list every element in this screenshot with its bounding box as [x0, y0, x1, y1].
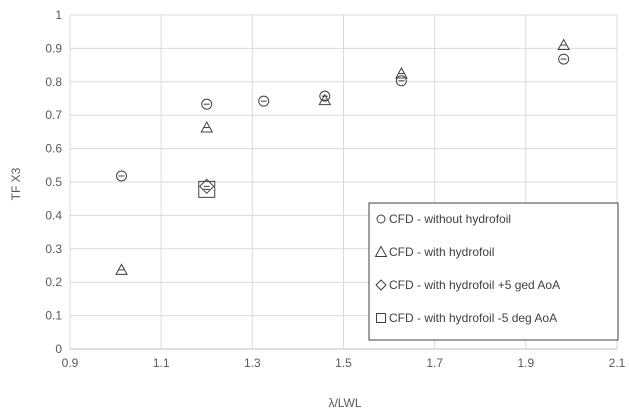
legend-marker-triangle	[374, 245, 388, 257]
legend-marker-circle	[376, 214, 386, 224]
data-point-square	[198, 180, 216, 198]
y-tick-label: 1	[55, 8, 62, 22]
y-tick-label: 0.6	[45, 142, 62, 156]
gridlines	[69, 14, 618, 350]
x-tick-label: 1.5	[335, 356, 352, 370]
legend: CFD - without hydrofoil CFD - with hydrof…	[368, 202, 619, 341]
data-point-circle	[258, 95, 270, 107]
data-point-circle	[558, 53, 570, 65]
series-triangle	[115, 38, 571, 275]
x-tick-label: 1.3	[244, 356, 261, 370]
legend-marker-diamond	[375, 279, 387, 291]
legend-label: CFD - with hydrofoil +5 ged AoA	[389, 278, 560, 292]
data-point-circle	[319, 90, 331, 102]
legend-marker-square	[376, 313, 386, 323]
data-point-circle	[116, 170, 128, 182]
data-point-circle	[201, 98, 213, 110]
x-tick-label: 1.9	[517, 356, 534, 370]
series-square	[198, 180, 216, 198]
y-tick-label: 0	[55, 342, 62, 356]
legend-label: CFD - without hydrofoil	[389, 212, 511, 226]
y-tick-labels: 0 0.1 0.2 0.3 0.4 0.5 0.6 0.7 0.8 0.9 1	[45, 8, 62, 356]
legend-label: CFD - with hydrofoil -5 deg AoA	[389, 311, 557, 325]
x-tick-label: 2.1	[609, 356, 626, 370]
y-tick-label: 0.9	[45, 41, 62, 55]
legend-box	[368, 202, 619, 341]
y-tick-label: 0.2	[45, 275, 62, 289]
y-axis-title: TF X3	[9, 167, 23, 200]
data-point-circle	[395, 75, 407, 87]
series-circle	[116, 53, 570, 182]
y-tick-label: 0.4	[45, 208, 62, 222]
x-tick-label: 1.1	[153, 356, 170, 370]
y-tick-label: 0.8	[45, 75, 62, 89]
legend-label: CFD - with hydrofoil	[389, 245, 494, 259]
x-tick-label: 1.7	[426, 356, 443, 370]
x-tick-labels: 0.9 1.1 1.3 1.5 1.7 1.9 2.1	[62, 356, 626, 370]
y-tick-label: 0.7	[45, 108, 62, 122]
data-markers	[115, 38, 571, 275]
x-tick-label: 0.9	[62, 356, 79, 370]
x-axis-title: λ/LWL	[328, 396, 361, 410]
y-tick-label: 0.5	[45, 175, 62, 189]
series-diamond	[199, 178, 215, 195]
y-tick-label: 0.1	[45, 309, 62, 323]
y-tick-label: 0.3	[45, 242, 62, 256]
data-point-diamond	[199, 178, 215, 195]
